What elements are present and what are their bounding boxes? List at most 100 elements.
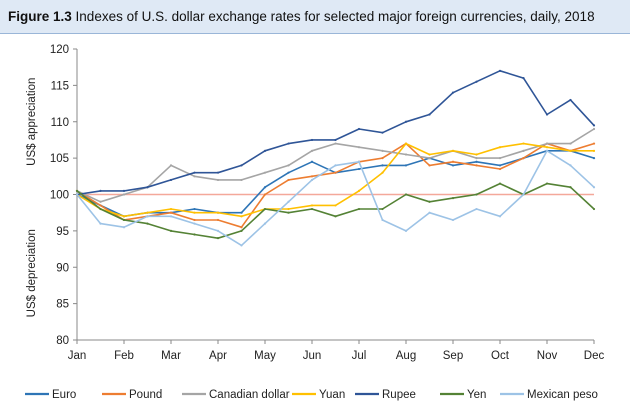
- data-point-euro: [404, 164, 408, 167]
- data-point-pound: [381, 157, 384, 160]
- data-point-canadian-dollar: [404, 153, 408, 156]
- data-point-rupee: [569, 98, 572, 102]
- data-point-canadian-dollar: [169, 164, 173, 167]
- data-point-canadian-dollar: [381, 149, 384, 152]
- x-tick-label: Aug: [396, 350, 416, 362]
- x-tick-label: Jul: [352, 350, 367, 362]
- data-point-pound: [451, 160, 455, 163]
- data-point-mexican-peso: [451, 218, 455, 222]
- data-point-euro: [287, 171, 290, 174]
- data-point-rupee: [146, 186, 149, 189]
- y-tick-label: 85: [56, 299, 69, 311]
- data-point-mexican-peso: [122, 226, 126, 229]
- data-point-mexican-peso: [99, 222, 102, 225]
- x-tick-label: May: [254, 350, 276, 362]
- data-point-mexican-peso: [169, 215, 173, 218]
- data-point-pound: [193, 218, 196, 222]
- data-point-yen: [310, 207, 314, 211]
- data-point-rupee: [545, 113, 549, 116]
- data-point-rupee: [428, 113, 431, 116]
- y-tick-label: 110: [51, 117, 69, 129]
- data-point-rupee: [169, 178, 173, 182]
- data-point-canadian-dollar: [498, 157, 502, 160]
- data-point-mexican-peso: [146, 215, 149, 218]
- data-point-yen: [334, 215, 337, 218]
- data-point-rupee: [357, 127, 361, 131]
- legend-label-rupee: Rupee: [382, 389, 416, 401]
- data-point-pound: [263, 193, 267, 196]
- data-point-rupee: [240, 164, 243, 167]
- data-point-pound: [216, 218, 220, 222]
- y-tick-label: 80: [56, 335, 69, 347]
- data-point-rupee: [592, 124, 596, 127]
- data-point-canadian-dollar: [357, 146, 361, 149]
- data-point-euro: [451, 164, 455, 167]
- data-point-euro: [193, 207, 196, 211]
- data-point-canadian-dollar: [122, 193, 126, 196]
- data-point-rupee: [193, 171, 196, 174]
- data-point-yuan: [404, 142, 408, 145]
- data-point-mexican-peso: [263, 222, 267, 225]
- data-point-euro: [498, 164, 502, 167]
- y-tick-label: 90: [56, 262, 69, 274]
- data-point-euro: [475, 160, 478, 163]
- x-tick-label: Dec: [584, 350, 605, 362]
- data-point-rupee: [122, 189, 126, 192]
- data-point-canadian-dollar: [592, 127, 596, 131]
- data-point-yuan: [334, 204, 337, 207]
- data-point-canadian-dollar: [216, 178, 220, 182]
- data-point-yen: [193, 233, 196, 236]
- data-point-pound: [310, 175, 314, 178]
- data-point-yen: [592, 207, 596, 211]
- data-point-yuan: [592, 149, 596, 152]
- data-point-yen: [381, 207, 384, 211]
- data-point-yuan: [381, 171, 384, 174]
- data-point-yuan: [428, 153, 431, 156]
- data-point-canadian-dollar: [287, 164, 290, 167]
- data-point-euro: [381, 164, 384, 167]
- x-tick-label: Oct: [491, 350, 510, 362]
- data-point-yuan: [475, 153, 478, 156]
- data-point-yuan: [357, 189, 361, 192]
- data-point-yen: [75, 189, 79, 192]
- legend-label-yuan: Yuan: [319, 389, 345, 401]
- data-point-yuan: [122, 215, 126, 218]
- data-point-canadian-dollar: [522, 149, 525, 152]
- data-point-canadian-dollar: [334, 142, 337, 145]
- x-tick-label: Sep: [443, 350, 463, 362]
- data-point-mexican-peso: [310, 178, 314, 182]
- data-point-pound: [498, 167, 502, 171]
- data-point-pound: [169, 211, 173, 214]
- data-point-canadian-dollar: [310, 149, 314, 152]
- data-point-euro: [263, 186, 267, 189]
- data-point-yuan: [522, 142, 525, 145]
- data-point-mexican-peso: [216, 229, 220, 232]
- data-point-yen: [498, 182, 502, 185]
- y-tick-label: 105: [50, 153, 69, 165]
- figure-caption: Indexes of U.S. dollar exchange rates fo…: [75, 9, 595, 24]
- data-point-mexican-peso: [545, 149, 549, 152]
- data-point-mexican-peso: [75, 193, 79, 196]
- data-point-rupee: [475, 80, 478, 83]
- figure-number: Figure 1.3: [8, 9, 72, 24]
- data-point-canadian-dollar: [475, 157, 478, 160]
- data-point-pound: [475, 164, 478, 167]
- legend-label-euro: Euro: [52, 389, 76, 401]
- data-point-mexican-peso: [193, 222, 196, 225]
- data-point-yen: [451, 197, 455, 200]
- series-line-rupee: [76, 70, 595, 196]
- legend-label-yen: Yen: [467, 389, 486, 401]
- x-tick-label: Feb: [114, 350, 134, 362]
- legend-label-canadian-dollar: Canadian dollar: [209, 389, 290, 401]
- data-point-mexican-peso: [240, 244, 243, 247]
- data-point-mexican-peso: [522, 193, 525, 196]
- data-point-mexican-peso: [334, 164, 337, 167]
- data-point-yuan: [545, 146, 549, 149]
- x-tick-label: Mar: [161, 350, 181, 362]
- data-point-rupee: [334, 138, 337, 142]
- data-point-canadian-dollar: [545, 142, 549, 145]
- data-point-yen: [146, 222, 149, 225]
- data-point-euro: [240, 211, 243, 214]
- data-point-yen: [569, 186, 572, 189]
